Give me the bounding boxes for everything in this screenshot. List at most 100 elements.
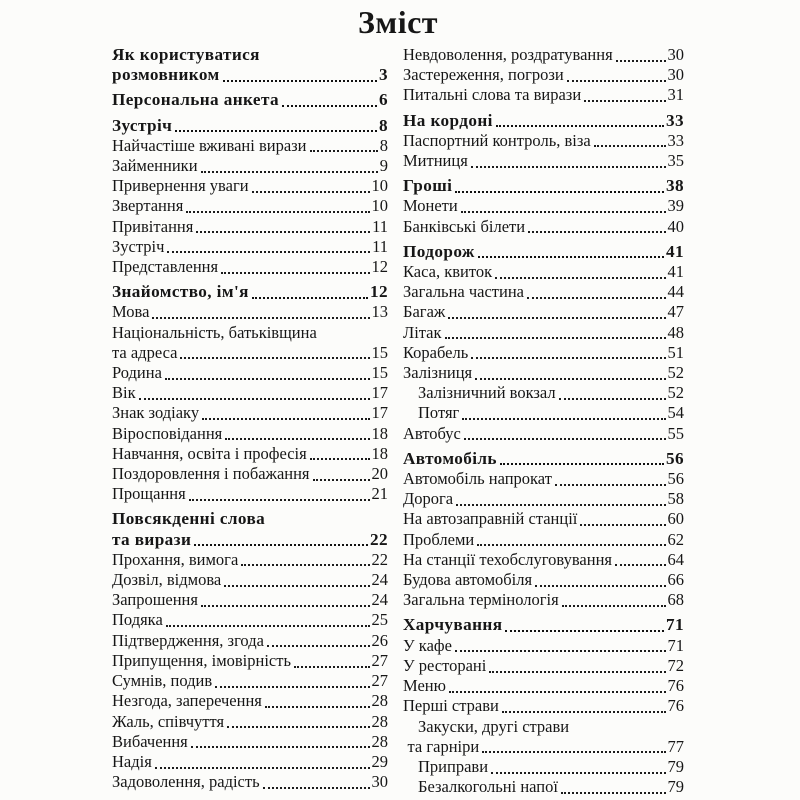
toc-entry: Банківські білети 40: [403, 217, 684, 237]
toc-entry: Літак 48: [403, 323, 684, 343]
toc-entry: Закуски, другі страви: [403, 717, 684, 737]
toc-entry-label: На автозаправній станції: [403, 509, 578, 529]
dot-leader: [163, 363, 371, 383]
toc-entry: Будова автомобіля 66: [403, 570, 684, 590]
toc-entry: Жаль, співчуття 28: [112, 712, 388, 732]
toc-entry-label: Автобус: [403, 423, 461, 443]
toc-entry-label: Прохання, вимога: [112, 549, 239, 569]
toc-entry-page: 12: [371, 257, 389, 277]
dot-leader: [150, 302, 370, 322]
dot-leader: [525, 282, 666, 302]
toc-entry-page: 26: [371, 630, 389, 650]
dot-leader: [308, 136, 379, 156]
toc-entry-label: Поздоровлення і побажання: [112, 464, 310, 484]
toc-entry-label: Представлення: [112, 257, 219, 277]
toc-entry-label: Жаль, співчуття: [112, 711, 225, 731]
dot-leader: [494, 111, 665, 131]
dot-leader: [498, 449, 665, 469]
toc-entry-page: 17: [371, 403, 389, 423]
toc-entry-label: У кафе: [403, 635, 452, 655]
toc-entry-label: Проблеми: [403, 529, 475, 549]
toc-entry-label: та гарніри: [407, 736, 480, 756]
toc-entry-page: 64: [667, 549, 685, 569]
toc-entry-label: Невдоволення, роздратування: [403, 45, 613, 64]
toc-entry-label: розмовником: [112, 65, 220, 85]
dot-leader: [493, 262, 666, 282]
toc-entry-label: Незгода, заперечення: [112, 691, 262, 711]
dot-leader: [223, 424, 370, 444]
toc-entry-page: 79: [667, 756, 685, 776]
toc-entry-page: 13: [371, 302, 389, 322]
dot-leader: [292, 651, 371, 671]
toc-entry-page: 60: [667, 509, 685, 529]
toc-entry-label: Родина: [112, 363, 162, 383]
toc-entry-label: Застереження, погрози: [403, 65, 564, 85]
dot-leader: [194, 217, 371, 237]
toc-entry-label: Надія: [112, 751, 152, 771]
toc-entry-page: 58: [667, 489, 685, 509]
dot-leader: [173, 116, 378, 136]
dot-leader: [500, 696, 667, 716]
toc-entry-page: 79: [667, 777, 685, 797]
toc-entry-page: 6: [379, 90, 388, 110]
toc-entry-label: Повсякденні слова: [112, 509, 266, 529]
toc-entry: Каса, квиток 41: [403, 262, 684, 282]
toc-entry-label: Прощання: [112, 484, 186, 504]
toc-entry-label: Гроші: [403, 176, 453, 196]
toc-entry-label: Меню: [403, 676, 446, 696]
toc-entry-label: На станції техобслуговування: [403, 549, 612, 569]
dot-leader: [137, 383, 371, 403]
dot-leader: [225, 712, 370, 732]
toc-entry: Подорож 41: [403, 242, 684, 262]
toc-entry-page: 77: [667, 736, 685, 756]
toc-entry-label: Потяг: [418, 403, 460, 423]
toc-entry-page: 28: [371, 691, 389, 711]
dot-leader: [187, 484, 371, 504]
toc-entry-label: Харчування: [403, 615, 503, 635]
toc-entry: Приправи 79: [403, 757, 684, 777]
dot-leader: [565, 65, 667, 85]
toc-entry-page: 21: [371, 484, 389, 504]
toc-entry: Автомобіль напрокат 56: [403, 469, 684, 489]
toc-entry-label: Подорож: [403, 241, 475, 261]
toc-entry-label: Знайомство, ім'я: [112, 282, 249, 302]
toc-entry-page: 76: [667, 696, 685, 716]
toc-entry-page: 76: [667, 676, 685, 696]
toc-entry-label: Вік: [112, 383, 136, 403]
dot-leader: [475, 530, 666, 550]
toc-entry: У ресторані 72: [403, 656, 684, 676]
dot-leader: [487, 656, 666, 676]
dot-leader: [261, 772, 371, 792]
toc-entry-page: 15: [371, 363, 389, 383]
toc-entry-label: Навчання, освіта і професія: [112, 443, 307, 463]
toc-entry-label: Найчастіше вживані вирази: [112, 135, 307, 155]
dot-leader: [489, 757, 666, 777]
toc-entry-label: Персональна анкета: [112, 90, 279, 110]
dot-leader: [192, 530, 369, 550]
toc-entry: Прохання, вимога 22: [112, 550, 388, 570]
dot-leader: [153, 752, 371, 772]
toc-entry-page: 44: [667, 282, 685, 302]
toc-entry: Вік 17: [112, 383, 388, 403]
toc-entry-label: Зустріч: [112, 236, 165, 256]
toc-entry-page: 24: [371, 590, 389, 610]
toc-entry-page: 71: [666, 615, 684, 635]
toc-entry-label: Дорога: [403, 489, 454, 509]
toc-entry-label: Митниця: [403, 151, 468, 171]
dot-leader: [469, 151, 667, 171]
toc-entry: Як користуватися: [112, 45, 388, 65]
toc-entry-label: та вирази: [112, 529, 192, 549]
toc-entry: Монети 39: [403, 196, 684, 216]
toc-entry-label: Привернення уваги: [112, 176, 249, 196]
toc-entry: Меню 76: [403, 676, 684, 696]
dot-leader: [582, 85, 666, 105]
toc-entry-label: Знак зодіаку: [112, 403, 200, 423]
toc-entry: На станції техобслуговування 64: [403, 550, 684, 570]
toc-entry-page: 30: [667, 65, 685, 85]
toc-entry-label: Автомобіль: [403, 448, 497, 468]
toc-entry-label: Банківські білети: [403, 216, 526, 236]
toc-entry-page: 3: [379, 65, 388, 85]
toc-entry: Надія 29: [112, 752, 388, 772]
dot-leader: [557, 383, 667, 403]
toc-entry: Проблеми 62: [403, 530, 684, 550]
